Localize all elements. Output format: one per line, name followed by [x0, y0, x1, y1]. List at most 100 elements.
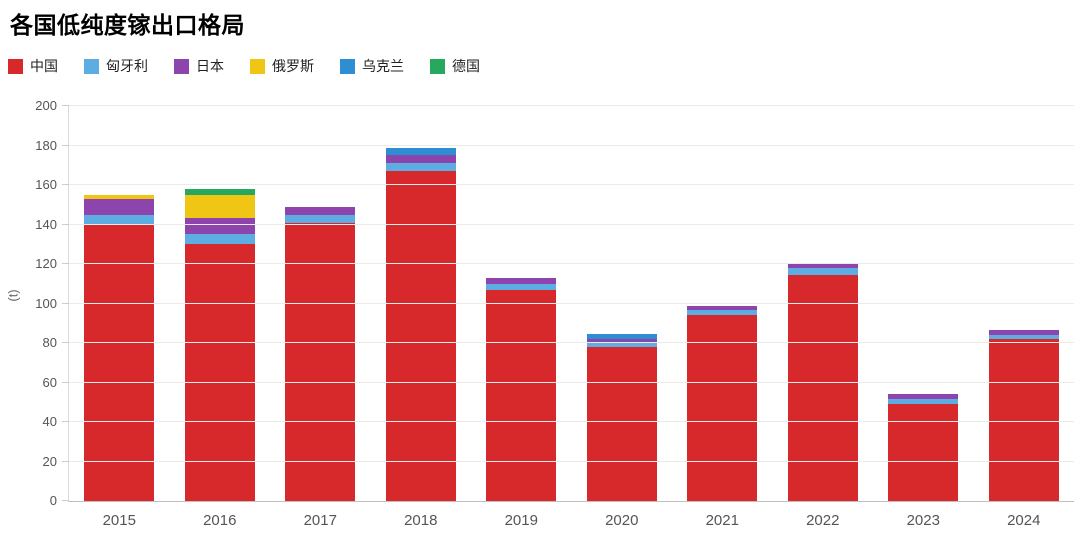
bar-segment[interactable] — [486, 277, 557, 284]
stacked-bar[interactable] — [84, 106, 155, 501]
y-tick-label: 140 — [35, 216, 57, 232]
bar-segment[interactable] — [84, 214, 155, 225]
stacked-bar[interactable] — [385, 106, 456, 501]
legend-item[interactable]: 俄罗斯 — [250, 56, 314, 76]
bar-column: 2024 — [974, 106, 1075, 529]
gridline — [69, 263, 1074, 264]
bar-segment[interactable] — [385, 155, 456, 164]
gridline — [69, 302, 1074, 304]
gridline — [69, 342, 1074, 343]
x-tick-label: 2024 — [1007, 512, 1041, 529]
bars-container: 2015 2016 2017 2018 2019 2020 2021 2022 2023 2024 — [69, 106, 1075, 529]
legend-item[interactable]: 匈牙利 — [84, 56, 148, 76]
bar-segment[interactable] — [888, 404, 959, 501]
bar-segment[interactable] — [988, 339, 1059, 501]
bar-segment[interactable] — [285, 222, 356, 501]
legend-item[interactable]: 德国 — [430, 56, 480, 76]
stacked-bar[interactable] — [586, 106, 657, 501]
y-axis-tick — [62, 381, 69, 383]
x-tick-label: 2023 — [906, 512, 940, 529]
bar-segment[interactable] — [586, 342, 657, 347]
bar-segment[interactable] — [486, 283, 557, 290]
y-tick-label: 160 — [35, 177, 57, 192]
gridline — [69, 184, 1074, 185]
y-axis-tick — [62, 302, 69, 304]
bar-segment[interactable] — [988, 335, 1059, 339]
bar-segment[interactable] — [787, 274, 858, 501]
x-tick-label: 2016 — [203, 512, 237, 529]
bar-segment[interactable] — [84, 224, 155, 501]
y-tick-label: 80 — [42, 335, 57, 350]
stacked-bar[interactable] — [988, 106, 1059, 501]
stacked-bar[interactable] — [787, 106, 858, 501]
bar-column: 2021 — [672, 106, 773, 529]
bar-segment[interactable] — [285, 214, 356, 223]
bar-segment[interactable] — [787, 264, 858, 269]
bar-segment[interactable] — [486, 289, 557, 501]
x-tick-label: 2021 — [705, 512, 739, 529]
bar-segment[interactable] — [988, 330, 1059, 335]
x-tick-label: 2022 — [806, 512, 840, 529]
bar-segment[interactable] — [586, 334, 657, 339]
y-axis-tick — [62, 105, 69, 106]
bar-segment[interactable] — [285, 206, 356, 215]
gridline — [69, 144, 1074, 146]
x-tick-label: 2015 — [102, 512, 136, 529]
bar-segment[interactable] — [586, 338, 657, 343]
legend-swatch-icon — [250, 58, 265, 74]
legend-item[interactable]: 乌克兰 — [340, 56, 404, 76]
bar-segment[interactable] — [888, 394, 959, 400]
bar-segment[interactable] — [385, 163, 456, 172]
bar-segment[interactable] — [687, 310, 758, 316]
bar-segment[interactable] — [184, 188, 255, 195]
gridline — [69, 460, 1074, 462]
bar-segment[interactable] — [888, 399, 959, 405]
bar-column: 2023 — [873, 106, 974, 529]
stacked-bar[interactable] — [687, 106, 758, 501]
gridline — [69, 223, 1074, 225]
stacked-bar[interactable] — [184, 106, 255, 501]
y-tick-label: 40 — [42, 414, 57, 429]
bar-segment[interactable] — [687, 315, 758, 501]
stacked-bar[interactable] — [285, 106, 356, 501]
bar-segment[interactable] — [687, 305, 758, 311]
legend-swatch-icon — [8, 58, 23, 74]
bar-segment[interactable] — [184, 244, 255, 501]
bar-column: 2015 — [69, 106, 170, 529]
legend-label: 德国 — [452, 58, 480, 74]
bar-segment[interactable] — [385, 171, 456, 501]
x-tick-label: 2017 — [303, 512, 337, 529]
bar-column: 2016 — [170, 106, 271, 529]
plot-area: (t) 2015 2016 2017 2018 2019 2020 2021 2022 2023… — [6, 98, 1075, 529]
y-axis-tick — [62, 223, 69, 225]
gridline — [69, 105, 1074, 106]
stacked-bar[interactable] — [486, 106, 557, 501]
bar-segment[interactable] — [84, 194, 155, 199]
bar-segment[interactable] — [84, 198, 155, 215]
bar-segment[interactable] — [385, 147, 456, 156]
bar-column: 2017 — [270, 106, 371, 529]
legend-label: 中国 — [30, 58, 58, 74]
legend-item[interactable]: 日本 — [174, 56, 224, 76]
y-tick-label: 60 — [42, 374, 57, 390]
bar-column: 2018 — [371, 106, 472, 529]
bar-segment[interactable] — [184, 194, 255, 218]
y-tick-label: 20 — [42, 453, 57, 469]
gridline — [69, 421, 1074, 422]
bar-segment[interactable] — [787, 268, 858, 275]
bar-segment[interactable] — [586, 346, 657, 501]
y-axis-tick — [62, 144, 69, 146]
y-axis-tick — [62, 184, 69, 185]
legend-swatch-icon — [340, 58, 355, 74]
legend-item[interactable]: 中国 — [8, 56, 58, 76]
bar-segment[interactable] — [184, 217, 255, 235]
y-axis-tick — [62, 342, 69, 343]
legend-label: 匈牙利 — [106, 58, 148, 74]
bar-column: 2020 — [572, 106, 673, 529]
y-tick-label: 0 — [49, 493, 57, 508]
bar-column: 2019 — [471, 106, 572, 529]
stacked-bar[interactable] — [888, 106, 959, 501]
x-tick-label: 2019 — [504, 512, 538, 529]
y-axis-tick — [62, 263, 69, 264]
bar-segment[interactable] — [184, 234, 255, 245]
